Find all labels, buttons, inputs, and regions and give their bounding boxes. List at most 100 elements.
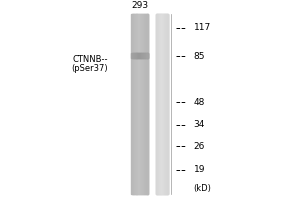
Text: 117: 117 [194, 23, 211, 32]
Bar [146, 14, 147, 194]
Bar [141, 53, 142, 58]
Bar [164, 14, 165, 194]
Bar [165, 14, 166, 194]
Bar [160, 14, 161, 194]
Bar [133, 53, 134, 58]
Bar [134, 14, 135, 194]
Bar [143, 53, 144, 58]
Bar [157, 14, 158, 194]
Bar [131, 14, 132, 194]
Bar [133, 14, 134, 194]
Bar [138, 53, 139, 58]
Bar [162, 14, 163, 194]
Bar [135, 14, 136, 194]
Bar [139, 53, 140, 58]
Bar [144, 14, 145, 194]
Bar [136, 53, 137, 58]
Bar [145, 53, 146, 58]
Bar [141, 14, 142, 194]
Text: (kD): (kD) [194, 184, 211, 193]
Bar [134, 53, 135, 58]
Bar [137, 53, 138, 58]
Bar [131, 14, 132, 194]
Bar [142, 53, 143, 58]
Bar [159, 14, 160, 194]
Bar [158, 14, 159, 194]
Bar [136, 14, 137, 194]
Bar [165, 14, 166, 194]
Bar [161, 14, 162, 194]
Bar [139, 14, 140, 194]
Bar [147, 53, 148, 58]
Bar [161, 14, 162, 194]
Bar [159, 14, 160, 194]
Bar [142, 14, 143, 194]
Bar [147, 14, 148, 194]
Bar [141, 14, 142, 194]
Bar [132, 53, 133, 58]
Bar [162, 14, 163, 194]
Bar [167, 14, 168, 194]
Bar [144, 53, 145, 58]
Bar [141, 14, 142, 194]
Bar [160, 14, 161, 194]
Text: (pSer37): (pSer37) [71, 64, 108, 73]
Bar [164, 14, 165, 194]
Bar [140, 53, 141, 58]
Text: 19: 19 [194, 165, 205, 174]
Bar [144, 14, 145, 194]
Bar [162, 14, 163, 194]
Bar [131, 53, 132, 58]
Bar [156, 14, 157, 194]
Bar [136, 14, 137, 194]
Text: 85: 85 [194, 52, 205, 61]
Bar [135, 53, 136, 58]
Bar [141, 53, 142, 58]
Text: 293: 293 [131, 1, 148, 10]
Bar [160, 14, 161, 194]
Bar [142, 14, 143, 194]
Bar [140, 14, 141, 194]
Bar [135, 53, 136, 58]
Bar [145, 14, 146, 194]
Bar [145, 53, 146, 58]
Bar [132, 53, 133, 58]
Text: CTNNB--: CTNNB-- [73, 55, 108, 64]
Bar [133, 53, 134, 58]
Text: 26: 26 [194, 142, 205, 151]
Bar [134, 14, 135, 194]
Bar [156, 14, 157, 194]
Bar [141, 53, 142, 58]
Bar [165, 14, 166, 194]
Bar [146, 53, 147, 58]
Text: 34: 34 [194, 120, 205, 129]
Bar [142, 53, 143, 58]
Bar [138, 53, 139, 58]
Bar [158, 14, 159, 194]
Bar [144, 53, 145, 58]
Bar [139, 14, 140, 194]
Bar [134, 53, 135, 58]
Bar [137, 53, 138, 58]
Bar [137, 14, 138, 194]
Bar [167, 14, 168, 194]
Text: 48: 48 [194, 98, 205, 107]
Bar [146, 14, 147, 194]
Bar [138, 14, 139, 194]
Bar [166, 14, 167, 194]
Bar [163, 14, 164, 194]
Bar [135, 14, 136, 194]
Bar [131, 53, 132, 58]
Bar [156, 14, 157, 194]
Bar [143, 14, 144, 194]
Bar [147, 14, 148, 194]
Bar [143, 14, 144, 194]
Bar [157, 14, 158, 194]
Bar [136, 53, 137, 58]
Bar [139, 53, 140, 58]
Bar [163, 14, 164, 194]
Bar [133, 14, 134, 194]
Bar [137, 14, 138, 194]
Bar [140, 53, 141, 58]
Bar [140, 14, 141, 194]
